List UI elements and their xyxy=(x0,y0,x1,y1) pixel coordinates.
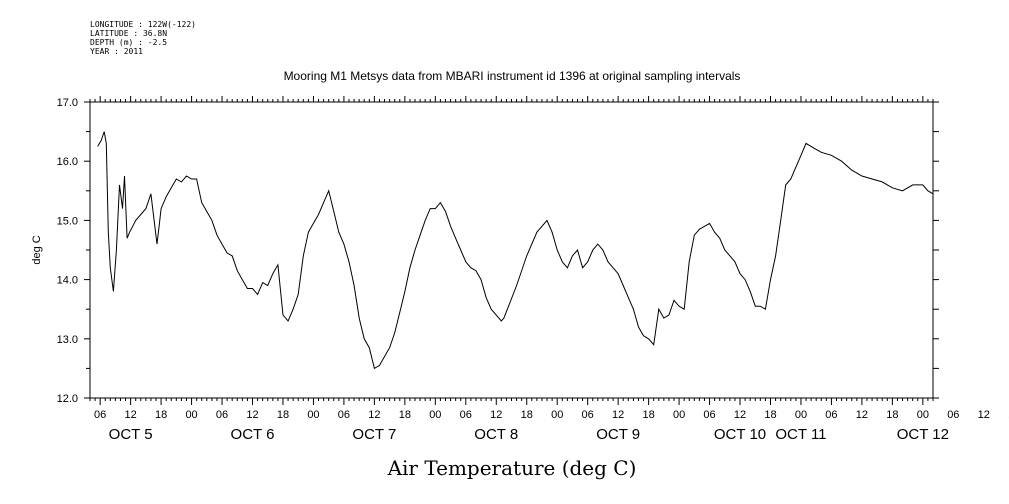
latitude-label: LATITUDE : 36.8N xyxy=(90,29,168,38)
x-tick-label: 12 xyxy=(368,409,380,421)
x-tick-label: 12 xyxy=(612,409,624,421)
x-tick-label: 06 xyxy=(703,409,715,421)
x-day-label: OCT 6 xyxy=(231,426,275,443)
x-tick-label: 00 xyxy=(307,409,319,421)
year-label: YEAR : 2011 xyxy=(90,47,143,56)
x-day-label: OCT 11 xyxy=(775,426,826,443)
y-tick-label: 16.0 xyxy=(57,156,78,168)
x-tick-label: 18 xyxy=(399,409,411,421)
y-tick-label: 13.0 xyxy=(57,334,78,346)
x-tick-label: 00 xyxy=(673,409,685,421)
x-tick-label: 06 xyxy=(825,409,837,421)
y-tick-label: 12.0 xyxy=(57,393,78,405)
x-tick-label: 00 xyxy=(917,409,929,421)
y-axis-title: deg C xyxy=(31,235,43,264)
x-day-label: OCT 7 xyxy=(352,426,396,443)
x-day-label: OCT 12 xyxy=(897,426,949,443)
x-tick-label: 00 xyxy=(551,409,563,421)
y-tick-label: 15.0 xyxy=(57,215,78,227)
x-tick-label: 12 xyxy=(490,409,502,421)
x-tick-label: 06 xyxy=(338,409,350,421)
series-line-air-temperature xyxy=(97,131,934,370)
y-tick-label: 14.0 xyxy=(57,275,78,287)
x-tick-label: 00 xyxy=(185,409,197,421)
chart-title: Mooring M1 Metsys data from MBARI instru… xyxy=(284,69,741,83)
x-tick-label: 12 xyxy=(978,409,990,421)
plot-frame xyxy=(89,101,934,399)
depth-label: DEPTH (m) : -2.5 xyxy=(90,38,168,47)
x-tick-label: 18 xyxy=(642,409,654,421)
x-tick-label: 06 xyxy=(460,409,472,421)
x-tick-label: 00 xyxy=(429,409,441,421)
x-tick-label: 12 xyxy=(125,409,137,421)
x-tick-label: 12 xyxy=(246,409,258,421)
x-axis-title: Air Temperature (deg C) xyxy=(387,456,637,480)
x-tick-label: 06 xyxy=(94,409,106,421)
x-day-label: OCT 10 xyxy=(714,426,766,443)
x-tick-label: 18 xyxy=(155,409,167,421)
x-tick-label: 18 xyxy=(521,409,533,421)
x-tick-label: 06 xyxy=(582,409,594,421)
x-tick-label: 18 xyxy=(277,409,289,421)
x-tick-label: 00 xyxy=(795,409,807,421)
x-tick-label: 18 xyxy=(764,409,776,421)
x-tick-label: 12 xyxy=(734,409,746,421)
x-day-label: OCT 9 xyxy=(596,426,640,443)
longitude-label: LONGITUDE : 122W(-122) xyxy=(90,20,196,29)
x-tick-label: 12 xyxy=(856,409,868,421)
x-day-label: OCT 5 xyxy=(109,426,153,443)
x-tick-label: 18 xyxy=(886,409,898,421)
x-tick-label: 06 xyxy=(216,409,228,421)
x-tick-label: 06 xyxy=(947,409,959,421)
metadata-block: LONGITUDE : 122W(-122) LATITUDE : 36.8N … xyxy=(90,20,196,56)
y-tick-label: 17.0 xyxy=(57,97,78,109)
x-day-label: OCT 8 xyxy=(474,426,518,443)
